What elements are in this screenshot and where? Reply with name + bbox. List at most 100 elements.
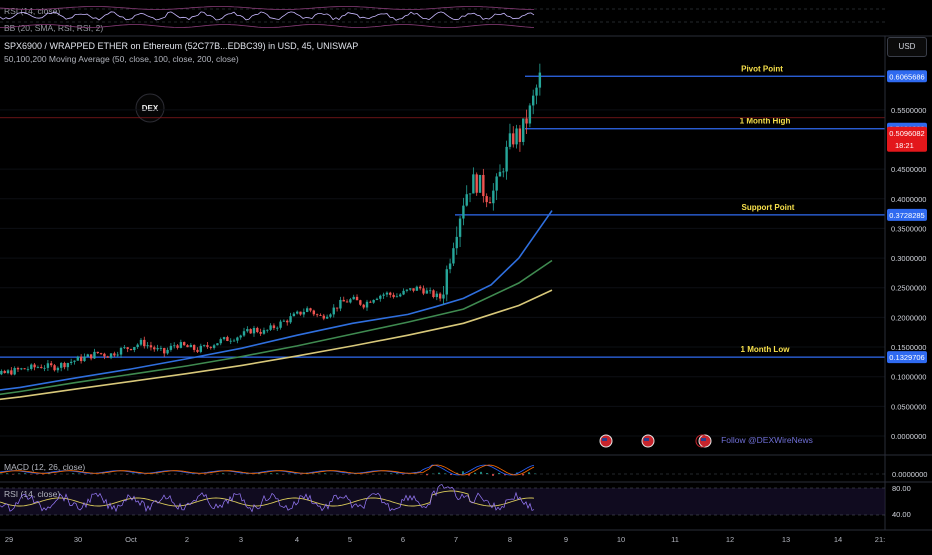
candle-body (316, 314, 318, 315)
candle-body (123, 347, 125, 348)
rsi-tick-80: 80.00 (892, 484, 911, 493)
candle-body (532, 96, 534, 106)
macd-histogram-bar (438, 473, 440, 474)
candle-body (323, 316, 325, 319)
candle-body (419, 287, 421, 289)
candle-body (482, 175, 484, 196)
candle-body (442, 295, 444, 299)
candle-body (180, 342, 182, 348)
candle-body (336, 308, 338, 309)
us-flag-icon[interactable] (600, 435, 612, 447)
macd-histogram-bar (498, 473, 500, 474)
candle-body (150, 345, 152, 347)
candle-body (233, 341, 235, 342)
candle-body (67, 363, 69, 367)
candle-body (176, 345, 178, 347)
candle-body (399, 294, 401, 296)
candle-body (539, 73, 541, 88)
candle-body (213, 345, 215, 348)
candle-body (53, 365, 55, 370)
us-flag-icon[interactable] (642, 435, 654, 447)
price-tick-label: 0.5500000 (891, 106, 926, 115)
candle-body (432, 290, 434, 297)
macd-histogram-bar (222, 473, 224, 474)
currency-button[interactable]: USD (887, 37, 927, 57)
price-tick-label: 0.0000000 (891, 432, 926, 441)
macd-histogram-bar (474, 473, 476, 474)
candle-body (160, 348, 162, 349)
candle-body (269, 325, 271, 329)
macd-histogram-bar (270, 473, 272, 474)
level-badge-text: 0.6065686 (889, 72, 924, 81)
candle-body (475, 174, 477, 192)
candle-body (319, 315, 321, 316)
candle-body (512, 133, 514, 144)
candle-body (236, 337, 238, 340)
candle-body (289, 316, 291, 322)
candle-body (166, 350, 168, 353)
candle-body (416, 287, 418, 291)
candle-body (349, 299, 351, 302)
candle-body (259, 332, 261, 334)
candle-body (522, 118, 524, 141)
candle-body (459, 219, 461, 237)
candle-body (366, 302, 368, 308)
level-name: Support Point (742, 203, 795, 212)
candle-body (353, 297, 355, 299)
candle-body (249, 329, 251, 333)
candle-body (163, 348, 165, 353)
candle-body (509, 133, 511, 147)
candle-body (203, 345, 205, 346)
ma-legend: 50,100,200 Moving Average (50, close, 10… (4, 54, 239, 64)
candle-body (296, 312, 298, 314)
candle-body (40, 367, 42, 368)
candle-body (379, 296, 381, 299)
candle-body (446, 269, 448, 294)
time-tick-label: 2 (185, 535, 189, 544)
candle-body (226, 337, 228, 341)
time-tick-label: 3 (239, 535, 243, 544)
candle-body (253, 328, 255, 333)
level-name: Pivot Point (741, 64, 783, 73)
candle-body (230, 341, 232, 342)
candle-body (63, 363, 65, 367)
candle-body (200, 346, 202, 352)
candle-body (492, 191, 494, 204)
candle-body (402, 291, 404, 295)
candle-body (273, 325, 275, 328)
last-price-countdown: 18:21 (895, 141, 914, 150)
candle-body (449, 263, 451, 269)
candle-body (110, 353, 112, 357)
watermark-text: Follow @DEXWireNews (721, 435, 813, 445)
candle-body (369, 302, 371, 303)
candle-body (429, 290, 431, 291)
candle-body (186, 345, 188, 347)
time-tick-label: 6 (401, 535, 405, 544)
candle-body (376, 299, 378, 300)
time-tick-label: 9 (564, 535, 568, 544)
candle-body (502, 171, 504, 172)
time-tick-label: 4 (295, 535, 299, 544)
candle-body (37, 367, 39, 368)
candle-body (210, 347, 212, 348)
candle-body (196, 350, 198, 352)
candle-body (143, 340, 145, 346)
candle-body (120, 348, 122, 355)
candle-body (239, 336, 241, 338)
level-badge-text: 0.1329706 (889, 353, 924, 362)
candle-body (20, 368, 22, 369)
candle-body (87, 354, 89, 356)
candle-body (126, 347, 128, 349)
candle-body (103, 354, 105, 357)
candle-body (485, 196, 487, 202)
candle-body (100, 353, 102, 354)
candle-body (535, 88, 537, 96)
candle-body (13, 368, 15, 374)
candle-body (256, 328, 258, 332)
macd-histogram-bar (390, 473, 392, 474)
candle-body (43, 368, 45, 369)
macd-histogram-bar (18, 473, 20, 474)
